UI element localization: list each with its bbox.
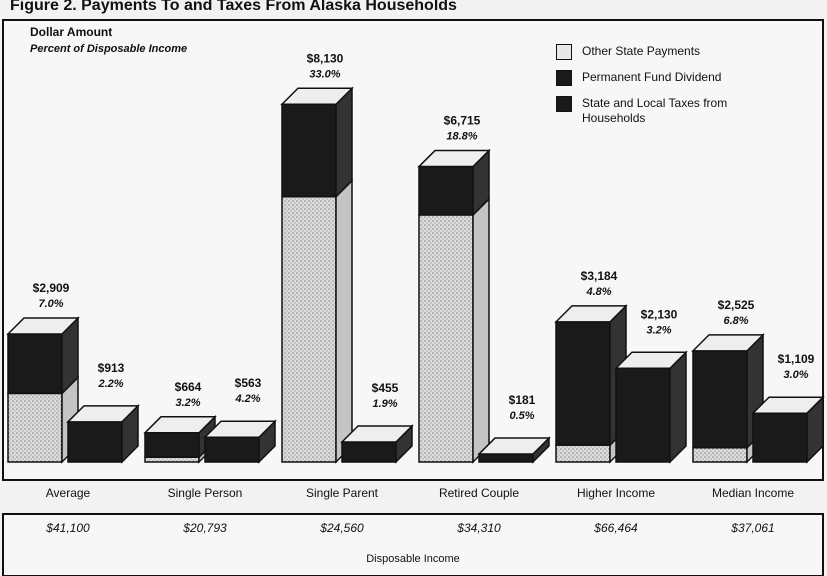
percent-label: 4.8% [585, 286, 611, 298]
x-tick-label: Average [46, 486, 91, 500]
percent-label: 6.8% [723, 315, 748, 327]
bar-top [554, 305, 628, 323]
x-tick-label: Median Income [712, 486, 794, 500]
income-value: $24,560 [319, 521, 364, 535]
legend-label: State and Local Taxes from Households [582, 96, 728, 125]
percent-label: 3.2% [175, 397, 200, 409]
amount-label: $2,130 [641, 307, 678, 321]
legend-item: Permanent Fund Dividend [556, 70, 796, 86]
legend-label: Permanent Fund Dividend [582, 70, 722, 84]
bar-segment [752, 412, 808, 463]
bar-top [143, 416, 217, 434]
amount-label: $2,909 [33, 281, 70, 295]
income-value: $20,793 [182, 521, 227, 535]
amount-label: $6,715 [444, 114, 481, 128]
x-tick-label: Retired Couple [439, 486, 519, 500]
bar-segment [418, 214, 474, 463]
bar-segment [67, 421, 123, 463]
bar-side [335, 178, 353, 464]
bar-top [66, 405, 140, 423]
bar-side [472, 197, 490, 464]
amount-label: $1,109 [778, 352, 815, 366]
bar-segment [7, 333, 63, 395]
bar-side [335, 86, 353, 199]
amount-label: $563 [235, 376, 262, 390]
percent-label: 0.5% [509, 410, 534, 422]
income-value: $37,061 [730, 521, 774, 535]
bar-top [6, 317, 80, 335]
axis-sublabel: Percent of Disposable Income [30, 43, 187, 55]
x-tick-label: Single Parent [306, 486, 379, 500]
income-value: $41,100 [45, 521, 90, 535]
bar-top [614, 351, 688, 370]
percent-label: 7.0% [38, 298, 63, 310]
bar-segment [144, 432, 200, 458]
amount-label: $8,130 [307, 51, 344, 65]
income-box [2, 513, 824, 576]
amount-label: $2,525 [718, 298, 755, 312]
amount-label: $664 [175, 380, 202, 394]
legend-swatch [556, 96, 572, 112]
bar-top [417, 149, 491, 168]
bar-top [203, 420, 277, 438]
legend-label: Other State Payments [582, 44, 701, 58]
bar-segment [281, 103, 337, 198]
axis-label: Dollar Amount [30, 25, 112, 39]
percent-label: 3.2% [646, 324, 671, 336]
percent-label: 2.2% [97, 378, 123, 390]
bar-top [691, 334, 765, 352]
percent-label: 4.2% [234, 393, 260, 405]
income-value: $66,464 [593, 521, 638, 535]
bar-segment [281, 195, 337, 463]
percent-label: 18.8% [446, 131, 477, 143]
legend-item: Other State Payments [556, 44, 796, 60]
bar-segment [341, 441, 397, 463]
amount-label: $913 [98, 361, 125, 375]
bar-side [669, 350, 687, 464]
x-tick-label: Single Person [168, 486, 243, 500]
percent-label: 33.0% [309, 68, 340, 80]
percent-label: 1.9% [372, 398, 397, 410]
bar-segment [204, 436, 260, 463]
chart-title: Figure 2. Payments To and Taxes From Ala… [10, 0, 457, 14]
amount-label: $181 [509, 393, 536, 407]
bar-segment [7, 392, 63, 463]
bar-top [477, 437, 551, 455]
bar-top [751, 396, 825, 414]
legend-swatch [556, 70, 572, 86]
bar-segment [418, 165, 474, 216]
legend-swatch [556, 44, 572, 60]
bar-segment [555, 444, 611, 463]
percent-label: 3.0% [783, 369, 808, 381]
bar-segment [555, 321, 611, 446]
bar-top [340, 425, 414, 443]
bar-segment [692, 446, 748, 463]
bar-segment [692, 350, 748, 449]
legend: Other State Payments Permanent Fund Divid… [556, 44, 796, 136]
income-label: Disposable Income [366, 553, 460, 565]
x-tick-label: Higher Income [577, 486, 655, 500]
bar-segment [478, 453, 534, 463]
bar-segment [615, 367, 671, 463]
amount-label: $3,184 [581, 269, 618, 283]
amount-label: $455 [372, 381, 399, 395]
income-value: $34,310 [456, 521, 501, 535]
bar-top [280, 87, 354, 106]
legend-item: State and Local Taxes from Households [556, 96, 796, 126]
